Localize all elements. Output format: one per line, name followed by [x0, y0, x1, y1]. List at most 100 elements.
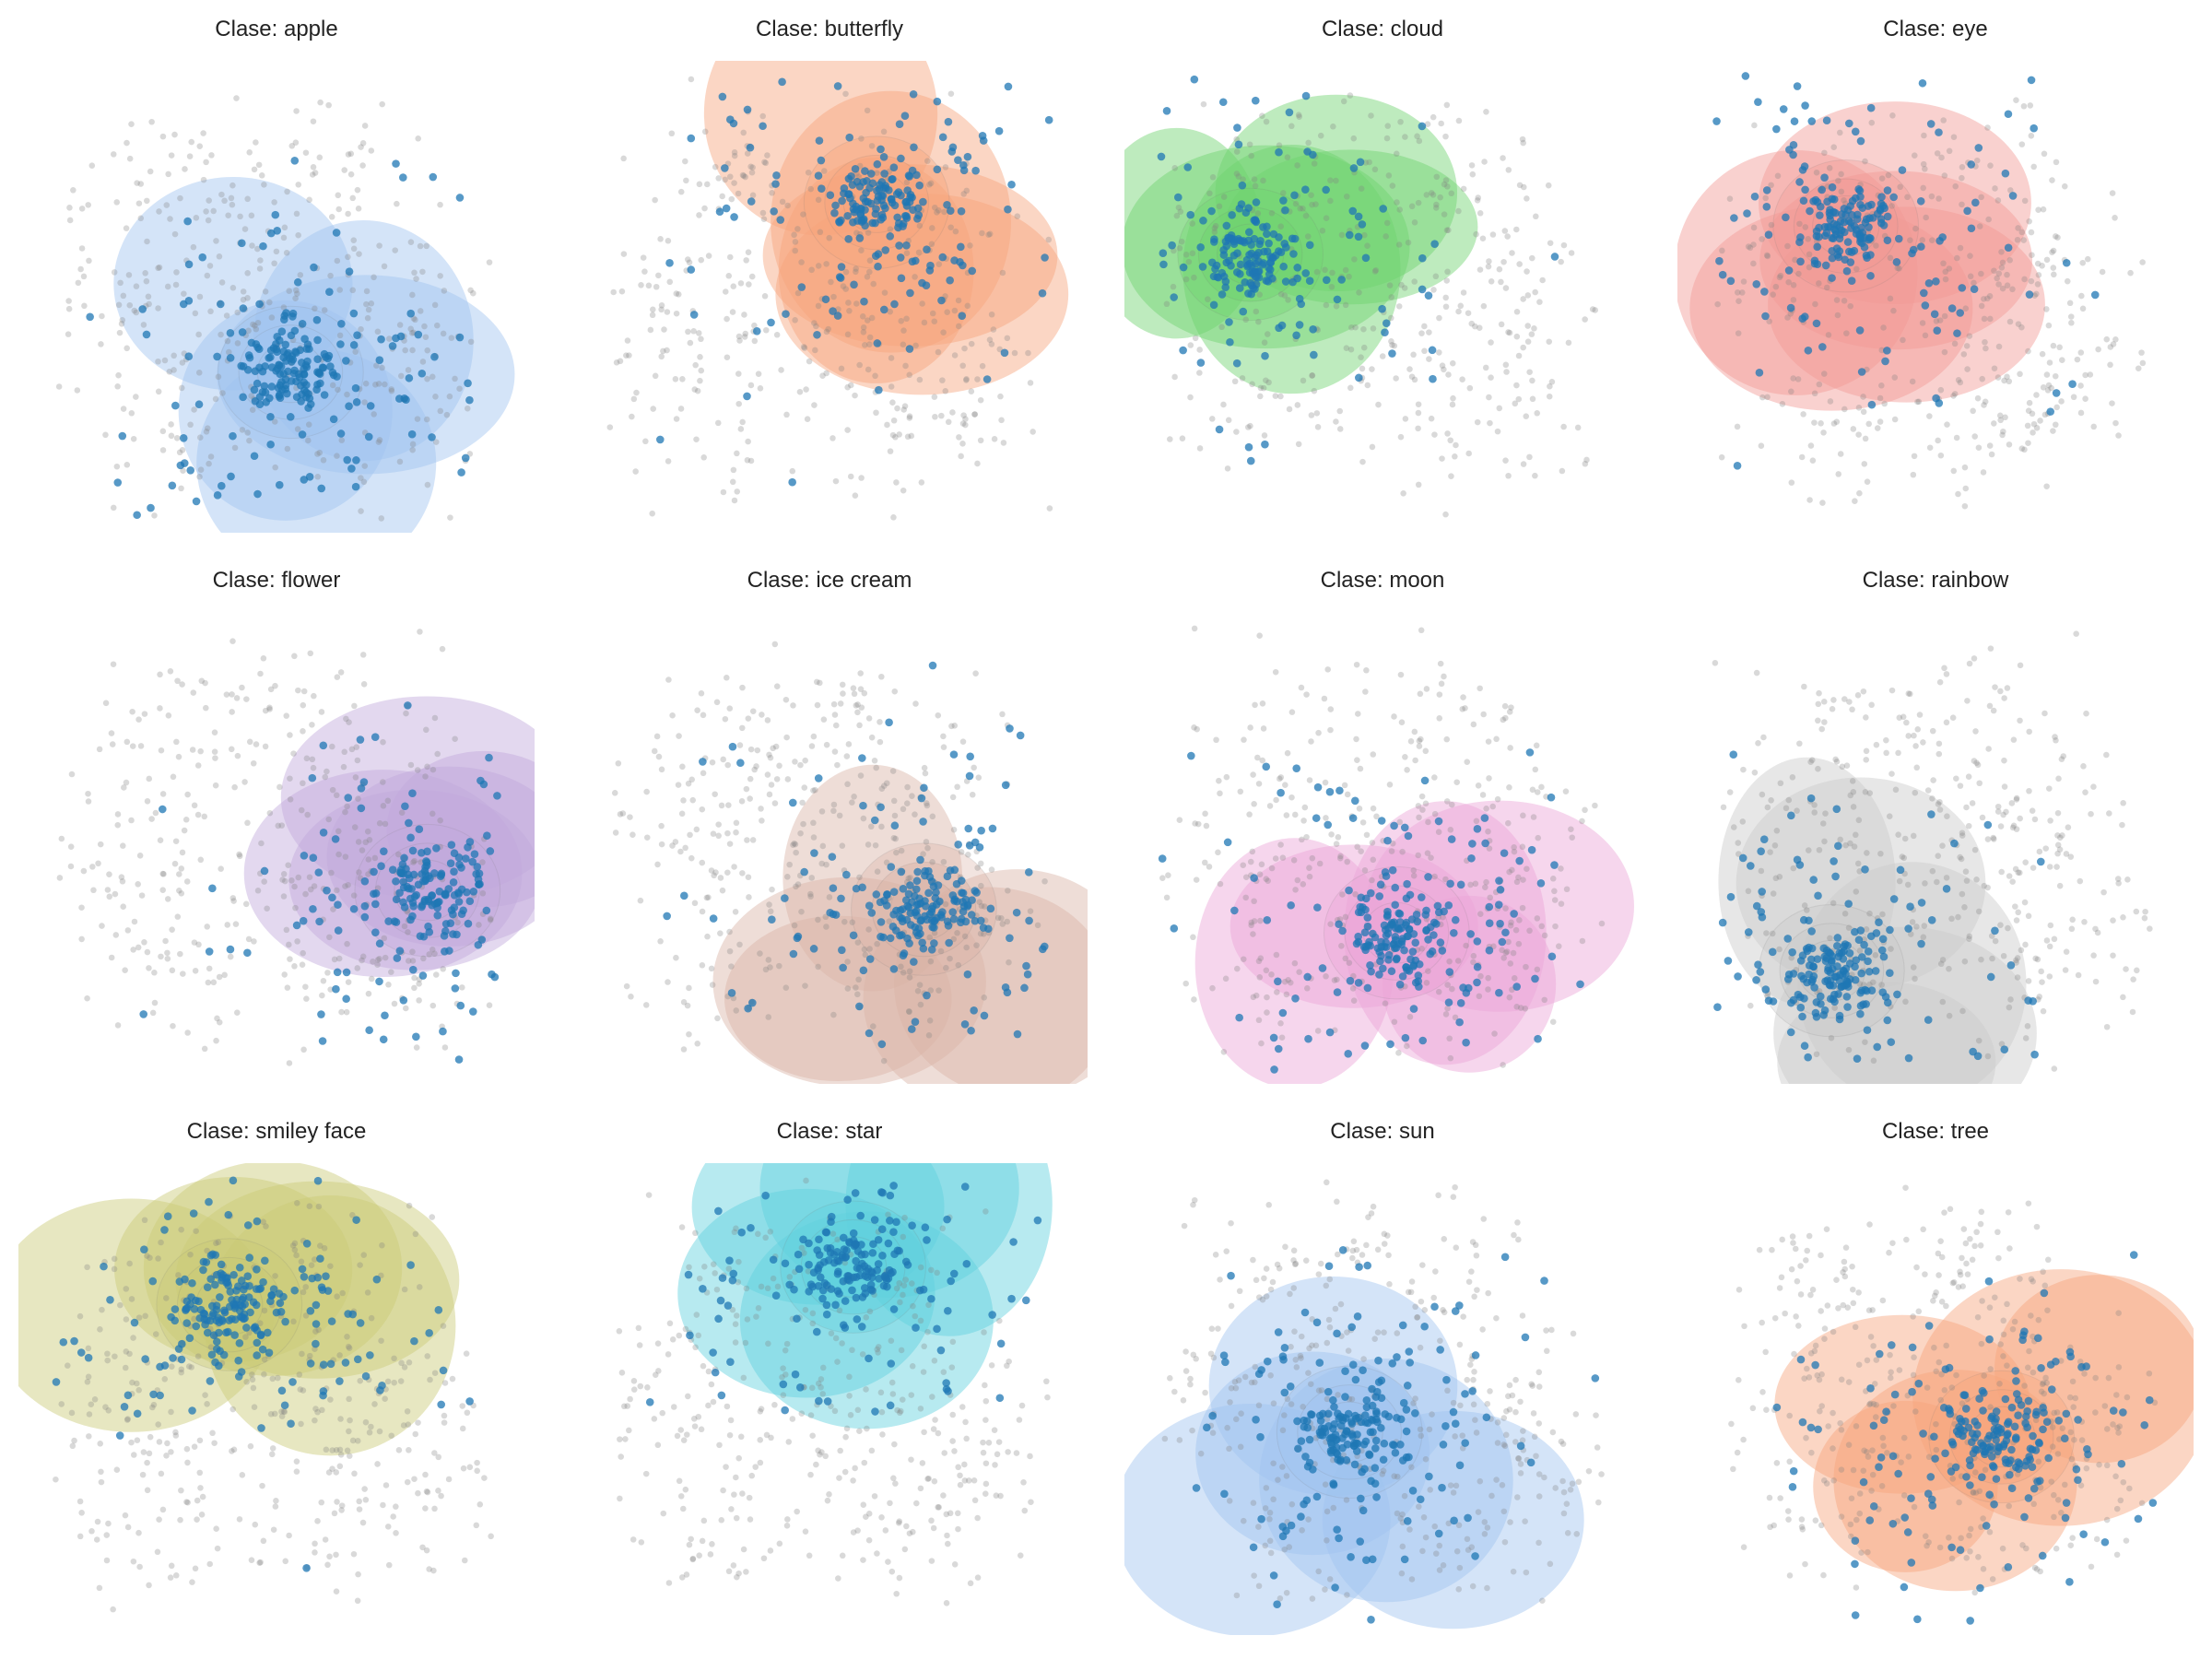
other-point [1922, 165, 1928, 172]
other-point [873, 409, 879, 417]
other-point [2054, 832, 2061, 839]
class-point [1418, 285, 1427, 294]
class-point [1875, 918, 1883, 926]
class-point [933, 165, 942, 174]
other-point [794, 881, 802, 888]
other-point [1950, 393, 1957, 399]
class-point [1830, 225, 1839, 234]
other-point [1257, 384, 1265, 392]
class-point [1224, 233, 1232, 242]
other-point [1045, 236, 1053, 243]
class-point [243, 366, 253, 374]
other-point [1437, 660, 1444, 667]
class-point [1414, 971, 1423, 980]
class-point [680, 891, 688, 900]
other-point [119, 317, 126, 324]
other-point [927, 987, 935, 994]
other-point [2035, 206, 2041, 213]
class-point [1831, 208, 1840, 218]
other-point [803, 386, 809, 393]
other-point [293, 108, 300, 114]
other-point [1470, 952, 1477, 959]
other-point [1415, 852, 1421, 859]
other-point [739, 684, 746, 691]
other-point [271, 1410, 278, 1418]
other-point [1750, 241, 1757, 248]
class-point [113, 478, 123, 487]
other-point [1959, 201, 1965, 208]
other-point [2010, 736, 2018, 743]
other-point [926, 1018, 934, 1024]
other-point [1439, 362, 1446, 369]
class-point [1856, 1009, 1865, 1018]
other-point [960, 191, 967, 197]
other-point [1502, 285, 1510, 291]
other-point [280, 234, 288, 241]
class-point [877, 918, 886, 926]
class-point [1812, 998, 1821, 1006]
class-point [1854, 184, 1863, 194]
other-point [1349, 985, 1357, 992]
other-point [1393, 150, 1400, 158]
class-point [1473, 825, 1482, 833]
other-point [1994, 197, 2002, 204]
other-point [942, 164, 949, 171]
other-point [302, 890, 309, 898]
other-point [939, 377, 946, 383]
other-point [1770, 890, 1777, 897]
other-point [1788, 479, 1795, 486]
other-point [1996, 412, 2004, 419]
other-point [1991, 267, 1997, 275]
panel-title: Clase: eye [1883, 17, 1988, 41]
class-point [1234, 140, 1243, 149]
other-point [1426, 356, 1432, 362]
other-point [1934, 878, 1940, 886]
class-point [1383, 836, 1392, 845]
other-point [696, 330, 702, 336]
other-point [177, 950, 183, 958]
other-point [908, 432, 915, 440]
other-point [266, 809, 274, 817]
other-point [191, 406, 197, 413]
class-point [924, 888, 933, 898]
class-point [404, 701, 412, 710]
other-point [729, 309, 736, 315]
other-point [1997, 922, 2004, 928]
other-point [184, 791, 191, 798]
other-point [244, 195, 251, 203]
class-point [370, 867, 378, 877]
other-point [830, 801, 838, 808]
other-point [278, 1413, 286, 1419]
class-point [937, 296, 946, 305]
other-point [1336, 407, 1343, 415]
other-point [1304, 233, 1312, 240]
other-point [310, 764, 317, 771]
other-point [840, 690, 846, 697]
other-point [890, 514, 897, 521]
other-point [317, 99, 324, 106]
other-point [858, 135, 865, 142]
other-point [841, 918, 848, 925]
other-point [159, 870, 166, 877]
other-point [1274, 989, 1280, 995]
class-point [347, 465, 356, 473]
class-point [334, 926, 343, 935]
other-point [1237, 788, 1244, 795]
other-point [1416, 137, 1423, 145]
other-point [794, 226, 801, 232]
other-point [1448, 473, 1454, 479]
other-point [1321, 695, 1328, 702]
other-point [2053, 736, 2059, 744]
other-point [1327, 177, 1334, 183]
class-point [1266, 258, 1276, 267]
class-point [1196, 359, 1206, 367]
other-point [853, 268, 859, 276]
other-point [627, 814, 633, 820]
other-point [823, 328, 830, 335]
other-point [676, 733, 682, 739]
other-point [961, 345, 968, 352]
other-point [152, 809, 159, 817]
other-point [141, 711, 148, 717]
class-point [1429, 374, 1437, 383]
other-point [1714, 300, 1721, 308]
